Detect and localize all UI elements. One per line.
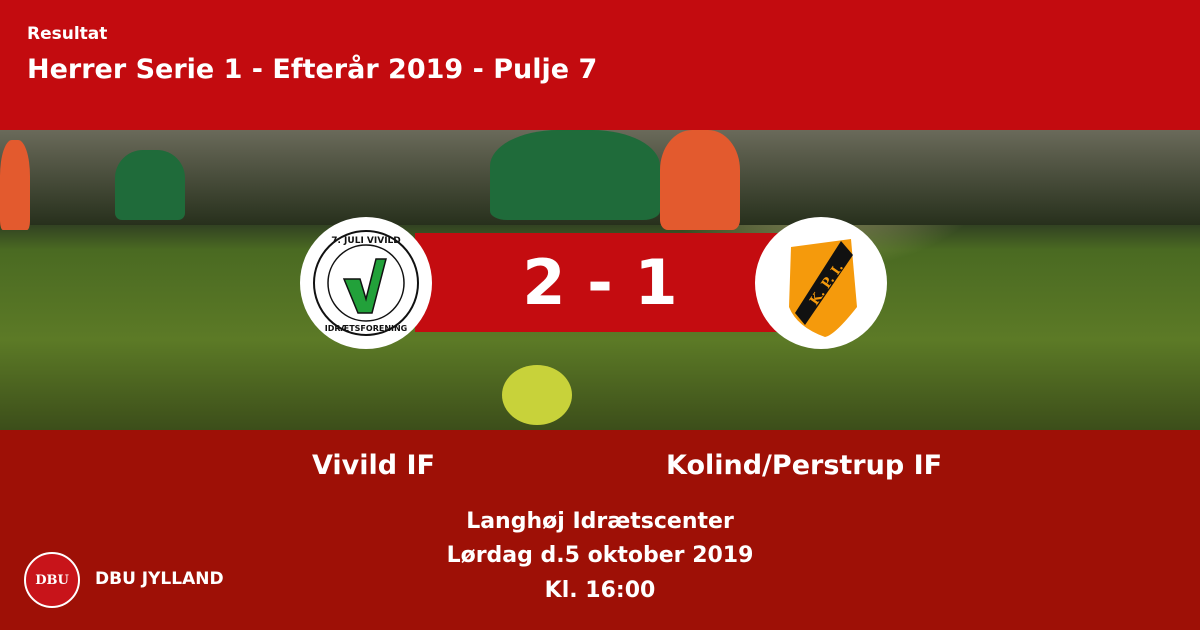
background-photo	[0, 130, 1200, 430]
score: 2 - 1	[415, 233, 785, 332]
home-team-name: Vivild IF	[312, 450, 436, 481]
football	[502, 365, 572, 425]
result-label: Resultat	[27, 24, 108, 44]
kickoff-time: Kl. 16:00	[544, 578, 656, 603]
away-team-logo: K. P. I.	[755, 217, 887, 349]
player	[660, 130, 740, 230]
header-band: Resultat Herrer Serie 1 - Efterår 2019 -…	[0, 0, 1200, 130]
player	[0, 140, 30, 230]
player	[115, 150, 185, 220]
brand-name: DBU JYLLAND	[95, 569, 224, 589]
svg-text:IDRÆTSFORENING: IDRÆTSFORENING	[325, 324, 408, 333]
match-date: Lørdag d.5 oktober 2019	[446, 543, 754, 568]
venue: Langhøj Idrætscenter	[466, 509, 734, 534]
dbu-seal-logo: DBU	[24, 552, 80, 608]
league-title: Herrer Serie 1 - Efterår 2019 - Pulje 7	[27, 54, 598, 85]
player	[490, 130, 660, 220]
home-team-logo: 7. JULI VIVILD IDRÆTSFORENING	[300, 217, 432, 349]
footer-band	[0, 430, 1200, 630]
svg-text:7. JULI VIVILD: 7. JULI VIVILD	[331, 236, 401, 246]
away-team-name: Kolind/Perstrup IF	[666, 450, 943, 481]
seal-text: DBU	[35, 572, 69, 588]
